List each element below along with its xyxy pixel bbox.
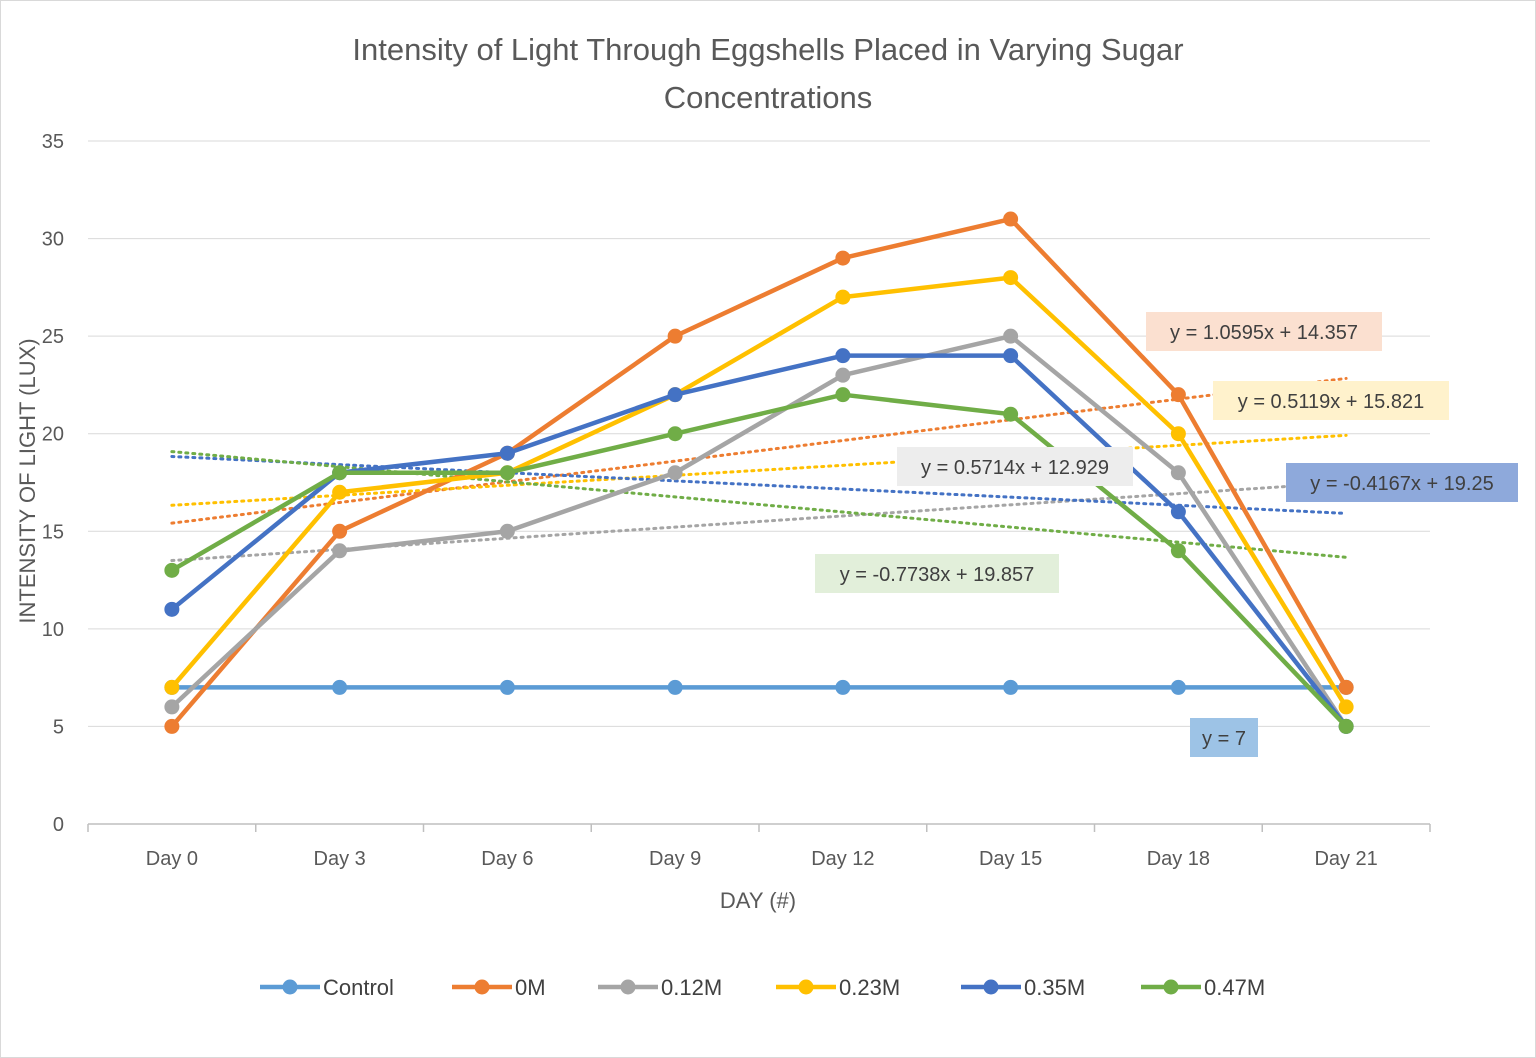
trendline-equation-0M: y = 1.0595x + 14.357 bbox=[1170, 322, 1358, 344]
trendline-0M bbox=[170, 376, 1348, 525]
trendline-equation-box bbox=[815, 554, 1059, 593]
data-point-0.35M bbox=[835, 348, 851, 364]
x-tick-label: Day 21 bbox=[1314, 848, 1377, 870]
y-tick-label: 5 bbox=[53, 716, 64, 738]
trendline-equation-0.47M: y = -0.7738x + 19.857 bbox=[840, 564, 1035, 586]
legend-label: 0.35M bbox=[1024, 975, 1085, 1000]
legend: Control 0M 0.12M 0.23M 0.35M 0.47M bbox=[260, 975, 1265, 1000]
legend-label: Control bbox=[323, 975, 394, 1000]
legend-swatch-marker bbox=[798, 979, 814, 995]
x-axis-label: DAY (#) bbox=[720, 888, 796, 913]
chart-title-line-1: Intensity of Light Through Eggshells Pla… bbox=[352, 32, 1183, 67]
x-tick-label: Day 0 bbox=[146, 848, 198, 870]
data-point-0.23M bbox=[1170, 426, 1186, 442]
legend-swatch-marker bbox=[620, 979, 636, 995]
chart-title-line-2: Concentrations bbox=[664, 80, 873, 115]
y-tick-label: 30 bbox=[42, 229, 64, 251]
trendline-equation-0.35M: y = -0.4167x + 19.25 bbox=[1310, 473, 1493, 495]
data-point-Control bbox=[499, 679, 515, 695]
data-point-0.23M bbox=[1003, 270, 1019, 286]
x-tick-label: Day 3 bbox=[314, 848, 366, 870]
axes: 0 5 10 15 20 25 30 35 Day 0 Day 3 Day 6 Day 9 Day 12… bbox=[42, 131, 1431, 870]
series-line-0.12M bbox=[169, 333, 1349, 729]
data-point-0.12M bbox=[1003, 328, 1019, 344]
data-point-0M bbox=[1003, 211, 1019, 227]
data-point-0.12M bbox=[667, 465, 683, 481]
data-point-Control bbox=[332, 679, 348, 695]
data-point-0M bbox=[667, 328, 683, 344]
data-point-0.12M bbox=[835, 367, 851, 383]
data-series bbox=[164, 211, 1354, 734]
data-point-0M bbox=[1338, 679, 1354, 695]
series-line-0.23M bbox=[169, 275, 1349, 710]
trendline-equation-box bbox=[1190, 718, 1258, 757]
data-point-0.35M bbox=[499, 445, 515, 461]
trendline-equations: y = 7 y = 1.0595x + 14.357 y = 0.5714x + 1… bbox=[815, 312, 1518, 757]
trendline-0.35M bbox=[170, 454, 1348, 515]
data-point-0.47M bbox=[1170, 543, 1186, 559]
trendline-0.23M bbox=[170, 433, 1348, 507]
x-tick-label: Day 6 bbox=[481, 848, 533, 870]
trendline-equation-0.23M: y = 0.5119x + 15.821 bbox=[1238, 391, 1424, 413]
x-tick-label: Day 18 bbox=[1147, 848, 1210, 870]
legend-swatch-marker bbox=[474, 979, 490, 995]
data-point-0.35M bbox=[164, 601, 180, 617]
data-point-0.23M bbox=[835, 289, 851, 305]
legend-label: 0.12M bbox=[661, 975, 722, 1000]
y-tick-label: 25 bbox=[42, 326, 64, 348]
data-point-0M bbox=[164, 718, 180, 734]
data-point-0.12M bbox=[1170, 465, 1186, 481]
data-point-0.12M bbox=[164, 699, 180, 715]
data-point-0.47M bbox=[499, 465, 515, 481]
data-point-Control bbox=[835, 679, 851, 695]
data-point-0M bbox=[835, 250, 851, 266]
series-line-0M bbox=[169, 216, 1349, 729]
legend-label: 0M bbox=[515, 975, 546, 1000]
trendline-equation-Control: y = 7 bbox=[1202, 728, 1246, 750]
data-point-0.47M bbox=[667, 426, 683, 442]
series-line-0.47M bbox=[169, 392, 1349, 729]
legend-label: 0.47M bbox=[1204, 975, 1265, 1000]
series-line-0.35M bbox=[169, 353, 1349, 729]
legend-swatch-marker bbox=[983, 979, 999, 995]
data-point-0M bbox=[1170, 387, 1186, 403]
data-point-0.23M bbox=[1338, 699, 1354, 715]
data-point-0.47M bbox=[1338, 718, 1354, 734]
data-point-0.47M bbox=[164, 562, 180, 578]
x-tick-label: Day 12 bbox=[811, 848, 874, 870]
trendline-equation-box bbox=[1213, 381, 1449, 420]
data-point-0.47M bbox=[1003, 406, 1019, 422]
legend-label: 0.23M bbox=[839, 975, 900, 1000]
trendline-equation-0.12M: y = 0.5714x + 12.929 bbox=[921, 457, 1109, 479]
data-point-0.23M bbox=[332, 484, 348, 500]
data-point-0.35M bbox=[1003, 348, 1019, 364]
data-point-0.35M bbox=[667, 387, 683, 403]
data-point-0M bbox=[332, 523, 348, 539]
y-tick-label: 10 bbox=[42, 619, 64, 641]
y-tick-label: 15 bbox=[42, 521, 64, 543]
trendline-equation-box bbox=[897, 447, 1133, 486]
data-point-Control bbox=[667, 679, 683, 695]
data-point-Control bbox=[1003, 679, 1019, 695]
y-tick-label: 35 bbox=[42, 131, 64, 153]
trendline-equation-box bbox=[1286, 463, 1518, 502]
y-tick-label: 0 bbox=[53, 814, 64, 836]
legend-swatch-marker bbox=[1163, 979, 1179, 995]
data-point-0.47M bbox=[332, 465, 348, 481]
legend-swatch-marker bbox=[282, 979, 298, 995]
y-axis-label: INTENSITY OF LIGHT (LUX) bbox=[15, 338, 40, 623]
data-point-0.12M bbox=[499, 523, 515, 539]
data-point-Control bbox=[1170, 679, 1186, 695]
data-point-0.12M bbox=[332, 543, 348, 559]
x-tick-label: Day 15 bbox=[979, 848, 1042, 870]
x-tick-label: Day 9 bbox=[649, 848, 701, 870]
trendline-equation-box bbox=[1146, 312, 1382, 351]
data-point-0.47M bbox=[835, 387, 851, 403]
data-point-0.35M bbox=[1170, 504, 1186, 520]
data-point-0.23M bbox=[164, 679, 180, 695]
y-tick-label: 20 bbox=[42, 424, 64, 446]
